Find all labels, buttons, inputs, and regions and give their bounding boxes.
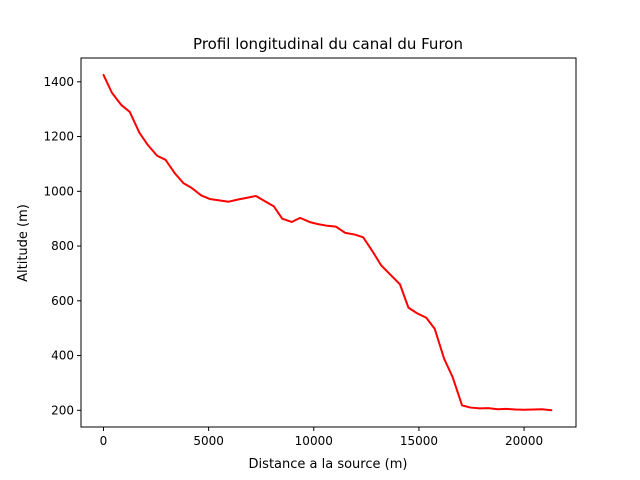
plot-area — [102, 73, 553, 412]
chart-title: Profil longitudinal du canal du Furon — [193, 35, 463, 53]
y-tick-label: 1200 — [43, 130, 74, 144]
x-tick-label: 0 — [100, 434, 108, 448]
x-tick-label: 5000 — [193, 434, 224, 448]
y-tick-label: 200 — [51, 403, 74, 417]
y-axis-label: Altitude (m) — [16, 204, 31, 282]
y-tick-label: 1400 — [43, 75, 74, 89]
y-tick-label: 1000 — [43, 184, 74, 198]
x-axis-label: Distance a la source (m) — [249, 457, 408, 472]
y-tick-label: 800 — [51, 239, 74, 253]
y-tick-label: 600 — [51, 294, 74, 308]
x-tick-label: 15000 — [400, 434, 438, 448]
x-tick-label: 20000 — [505, 434, 543, 448]
axes-frame — [80, 57, 577, 428]
axes: 0 5000 10000 15000 20000 200 400 600 800 1000 1200… — [43, 57, 577, 448]
x-tick-label: 10000 — [295, 434, 333, 448]
y-tick-label: 400 — [51, 349, 74, 363]
series-line-1 — [102, 73, 553, 412]
